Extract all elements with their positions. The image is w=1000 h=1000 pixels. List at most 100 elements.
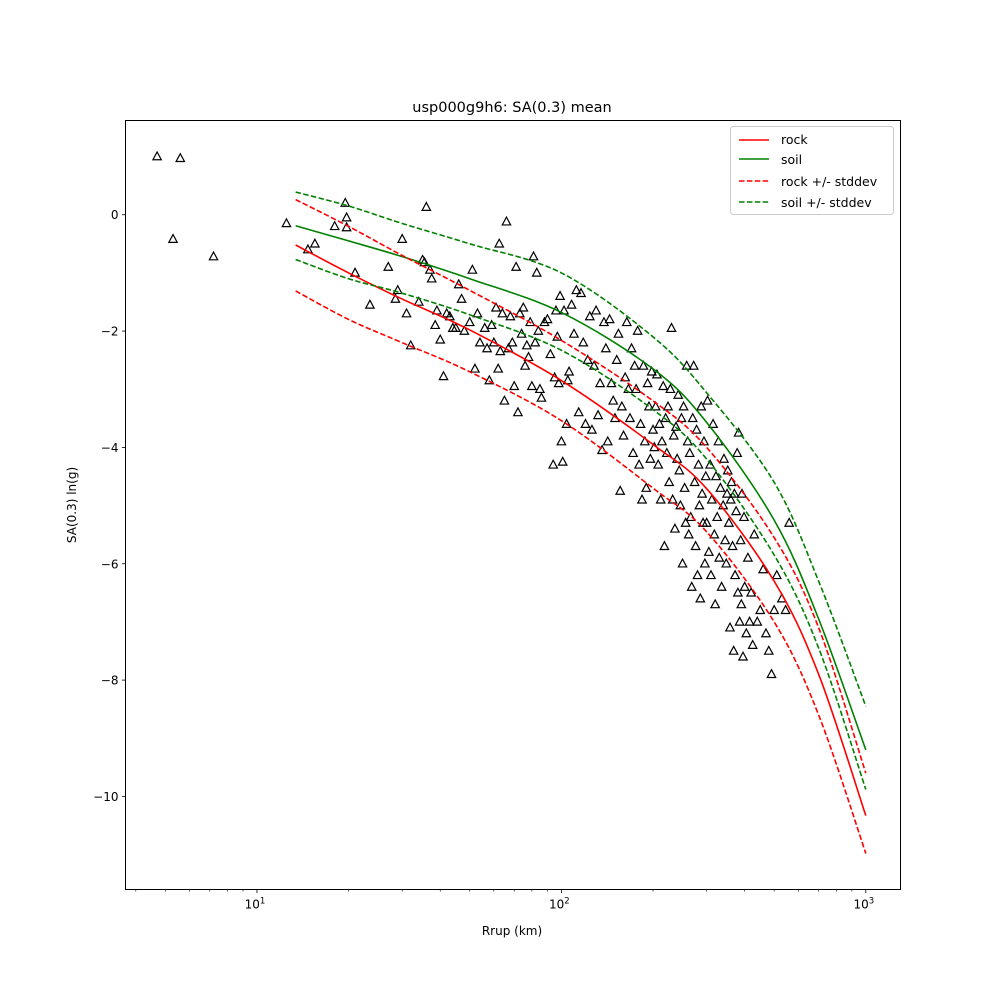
curve-rock	[295, 244, 867, 816]
legend-soil-label: soil	[781, 152, 802, 167]
observation-marker	[742, 552, 754, 562]
observation-marker	[401, 307, 412, 318]
observation-marker	[729, 569, 741, 580]
observation-marker	[533, 325, 544, 335]
observation-marker	[694, 499, 705, 510]
observation-marker	[690, 540, 701, 551]
observation-marker	[531, 267, 542, 277]
observation-marker	[580, 418, 591, 428]
observation-marker	[719, 534, 731, 545]
observation-marker	[608, 395, 619, 405]
observation-marker	[654, 418, 665, 428]
observation-marker	[709, 598, 721, 609]
observation-marker	[685, 511, 696, 522]
observation-marker	[396, 233, 408, 243]
observation-marker	[706, 493, 718, 504]
observation-marker	[611, 354, 622, 364]
observation-marker	[553, 377, 564, 388]
observation-marker	[747, 639, 758, 649]
y-tick-label: −6	[101, 557, 119, 571]
observation-marker	[492, 363, 504, 373]
observation-marker	[663, 476, 675, 487]
observation-marker	[735, 534, 746, 545]
observation-marker	[669, 522, 681, 533]
observation-marker	[494, 237, 505, 248]
chart-title: usp000g9h6: SA(0.3) mean	[412, 100, 611, 116]
observation-marker	[731, 447, 743, 458]
y-tick-label: −4	[101, 441, 119, 455]
observation-marker	[518, 301, 529, 312]
curve-rock-stddev	[295, 198, 867, 774]
observation-marker	[426, 272, 437, 283]
observation-marker	[636, 493, 648, 504]
curve-soil-stddev	[295, 191, 867, 707]
observation-marker	[745, 586, 757, 597]
legend-rock-stddev-label: rock +/- stddev	[781, 174, 878, 189]
observation-marker	[467, 264, 478, 274]
observation-marker	[686, 581, 697, 591]
observation-marker	[521, 339, 533, 350]
observation-marker	[490, 301, 502, 312]
observation-marker	[738, 511, 750, 522]
observation-marker	[760, 627, 772, 638]
observation-marker	[721, 488, 733, 498]
observation-marker	[755, 604, 766, 615]
observation-marker	[739, 581, 750, 591]
observation-marker	[503, 342, 514, 353]
observation-marker	[696, 488, 708, 498]
observation-marker	[638, 360, 649, 370]
observation-marker	[678, 400, 689, 411]
observation-marker	[575, 287, 587, 298]
observation-marker	[715, 482, 726, 492]
observation-marker	[657, 380, 669, 391]
observation-marker	[653, 458, 664, 469]
axes-frame	[125, 120, 901, 890]
observation-marker	[647, 424, 659, 434]
observation-marker	[695, 592, 706, 603]
observation-marker	[302, 243, 314, 254]
observation-marker	[340, 197, 351, 207]
observation-marker	[725, 493, 736, 504]
observation-marker	[596, 444, 608, 455]
observation-marker	[645, 453, 656, 463]
observation-marker	[590, 304, 602, 315]
observation-marker	[405, 339, 416, 350]
observation-marker	[723, 517, 735, 527]
observation-marker	[771, 569, 782, 580]
legend-soil-stddev-label: soil +/- stddev	[781, 195, 872, 210]
observation-marker	[656, 435, 668, 446]
observation-marker	[309, 237, 321, 248]
observation-marker	[566, 299, 577, 309]
observation-marker	[674, 464, 685, 475]
observation-marker	[547, 458, 559, 469]
observation-marker	[501, 215, 512, 226]
x-axis: 101 102 103	[135, 889, 874, 912]
observation-marker	[469, 363, 481, 373]
observation-marker	[749, 528, 760, 539]
observation-marker	[624, 412, 636, 423]
observation-marker	[536, 392, 547, 402]
observation-marker	[689, 476, 700, 487]
observation-marker	[707, 418, 719, 428]
curve-rock-stddev	[295, 290, 867, 854]
observation-marker	[705, 569, 717, 580]
observation-marker	[642, 377, 653, 388]
observation-marker	[413, 296, 424, 306]
observation-marker	[783, 517, 795, 527]
observation-marker	[757, 563, 769, 574]
observation-marker	[479, 322, 490, 332]
observation-marker	[727, 540, 738, 551]
observation-marker	[429, 319, 441, 330]
legend-rock-label: rock	[781, 132, 808, 147]
observation-marker	[604, 313, 615, 324]
observation-marker	[733, 427, 744, 437]
observation-marker	[573, 406, 584, 417]
observation-marker	[732, 586, 744, 597]
observation-marker	[526, 380, 538, 391]
observation-marker	[613, 328, 624, 338]
observation-marker	[679, 482, 690, 492]
observation-marker	[507, 336, 518, 347]
observation-marker	[744, 616, 755, 626]
curve-soil	[295, 225, 867, 751]
